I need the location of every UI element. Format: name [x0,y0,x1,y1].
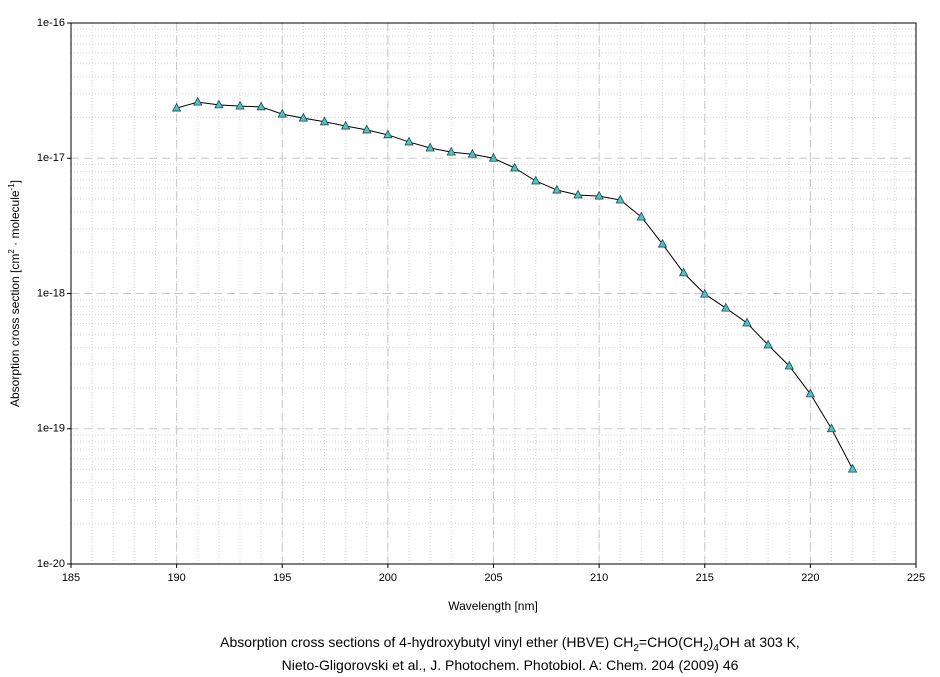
data-point [784,360,794,370]
caption-part: 2 [703,643,709,654]
data-point [805,388,816,398]
data-point [509,162,520,172]
data-point [383,129,393,139]
data-point [657,238,668,248]
y-tick-label: 1e-17 [37,152,65,164]
caption-part: OH at 303 K, [719,634,800,650]
data-point [826,423,837,433]
plot-frame [70,22,917,565]
data-point [446,146,456,156]
y-axis-label-part: Absorption cross section [cm [8,254,22,407]
data-point [636,211,647,221]
y-tick-label: 1e-20 [37,558,65,570]
caption-part: Nieto-Gligorovski et al., J. Photochem. … [282,657,739,673]
data-point [742,317,752,327]
y-tick-label: 1e-18 [37,287,65,299]
data-point [615,194,625,204]
data-point [763,339,773,349]
data-point [235,100,245,110]
y-axis-label-part: · molecule [8,190,22,249]
data-point [425,142,435,152]
data-line [176,101,854,470]
y-axis-label-part: 2 [7,249,16,254]
data-point [594,190,604,200]
data-point [277,108,287,118]
y-axis-label: Absorption cross section [cm2 · molecule… [7,180,23,407]
caption-part: Absorption cross sections of 4-hydroxybu… [220,634,633,650]
data-point [362,124,372,134]
data-point [488,152,499,162]
y-axis-label-part: -1 [7,183,16,191]
x-axis-label: Wavelength [nm] [448,599,538,613]
caption-part: ) [709,634,714,650]
data-point [214,99,224,109]
caption-part: =CHO(CH [639,634,703,650]
data-point [467,148,478,158]
x-tick-label: 190 [167,572,185,584]
data-point [678,267,689,277]
data-point [700,288,710,298]
caption: Nieto-Gligorovski et al., J. Photochem. … [282,657,739,673]
data-point [531,175,541,185]
data-point [193,96,203,106]
data-point [552,184,562,194]
x-tick-label: 215 [696,572,714,584]
data-point [340,120,351,130]
x-tick-label: 185 [62,572,80,584]
x-tick-label: 195 [273,572,291,584]
data-point [171,102,182,112]
x-tick-label: 220 [801,572,819,584]
data-point [721,302,731,312]
x-tick-label: 225 [907,572,925,584]
data-point [847,463,858,473]
x-tick-label: 200 [379,572,397,584]
y-tick-label: 1e-19 [37,423,65,435]
y-tick-label: 1e-16 [37,17,65,29]
data-point [404,136,414,146]
data-point [256,101,266,111]
data-point [298,112,309,122]
x-tick-label: 205 [484,572,502,584]
data-point [319,116,330,126]
y-axis-label-part: ] [8,180,22,183]
caption: Absorption cross sections of 4-hydroxybu… [220,634,800,654]
caption-part: 2 [633,643,639,654]
data-point [573,189,583,199]
caption-part: 4 [713,643,719,654]
x-tick-label: 210 [590,572,608,584]
